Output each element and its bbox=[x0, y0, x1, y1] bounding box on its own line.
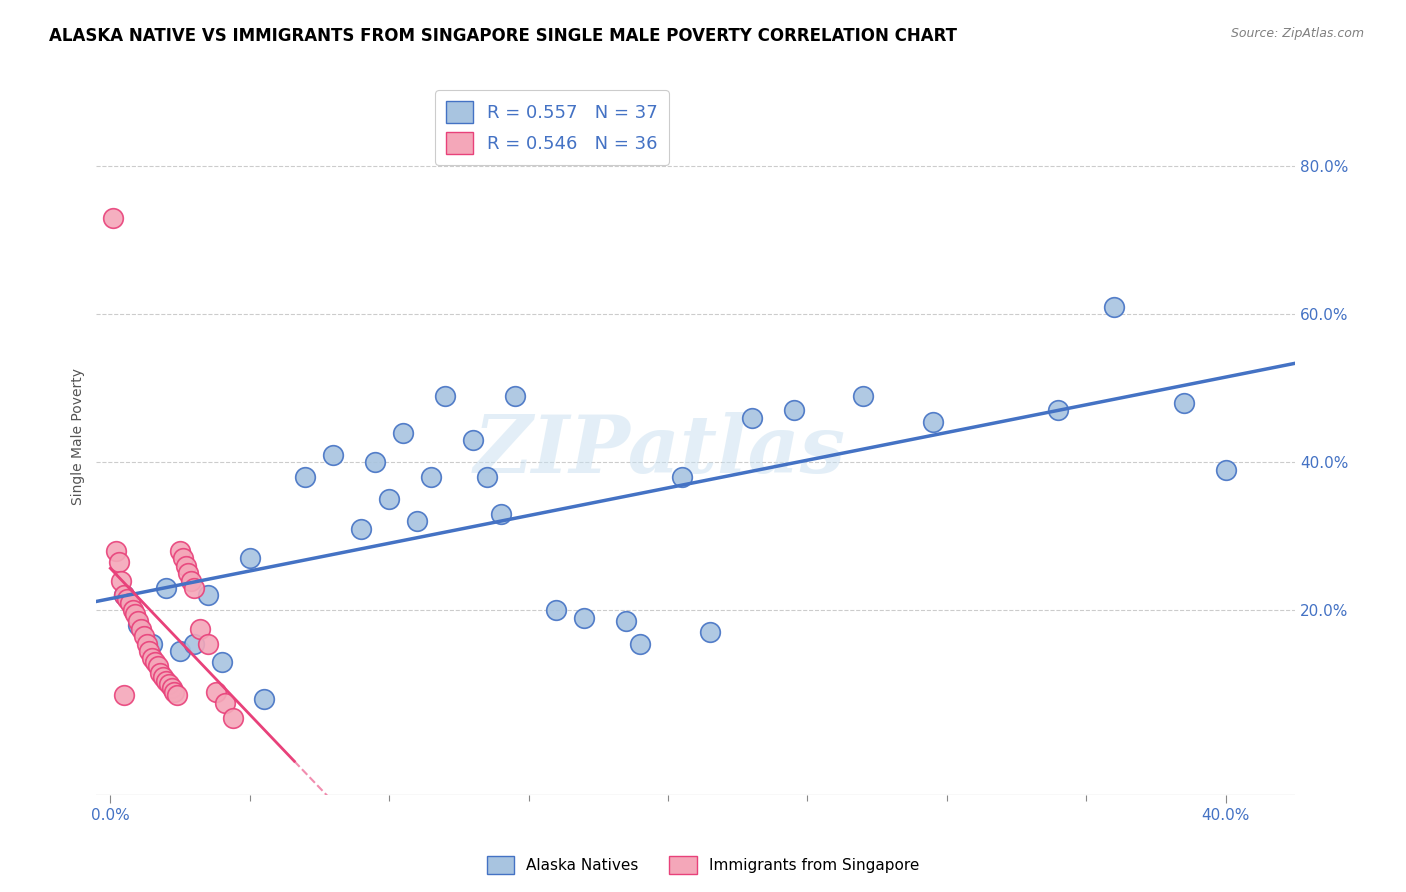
Point bbox=[671, 470, 693, 484]
Point bbox=[699, 625, 721, 640]
Point bbox=[169, 544, 191, 558]
Point bbox=[157, 677, 180, 691]
Legend: R = 0.557   N = 37, R = 0.546   N = 36: R = 0.557 N = 37, R = 0.546 N = 36 bbox=[434, 90, 669, 165]
Point bbox=[149, 666, 172, 681]
Point bbox=[112, 689, 135, 703]
Point bbox=[118, 596, 141, 610]
Point bbox=[112, 589, 135, 603]
Point bbox=[214, 696, 236, 710]
Point bbox=[1173, 396, 1195, 410]
Point bbox=[782, 403, 804, 417]
Point bbox=[741, 410, 763, 425]
Point bbox=[112, 589, 135, 603]
Legend: Alaska Natives, Immigrants from Singapore: Alaska Natives, Immigrants from Singapor… bbox=[481, 850, 925, 880]
Point bbox=[101, 211, 124, 225]
Point bbox=[166, 689, 188, 703]
Point bbox=[628, 636, 651, 650]
Point bbox=[922, 415, 945, 429]
Point bbox=[104, 544, 127, 558]
Point bbox=[239, 551, 262, 566]
Point bbox=[146, 658, 169, 673]
Point bbox=[180, 574, 202, 588]
Point bbox=[406, 515, 429, 529]
Point bbox=[392, 425, 415, 440]
Point bbox=[160, 681, 183, 695]
Point bbox=[503, 389, 526, 403]
Point bbox=[475, 470, 498, 484]
Point bbox=[574, 610, 596, 624]
Point bbox=[197, 589, 219, 603]
Point bbox=[378, 492, 401, 507]
Point bbox=[253, 692, 276, 706]
Point bbox=[124, 607, 146, 621]
Point bbox=[138, 644, 160, 658]
Point bbox=[155, 673, 177, 688]
Point bbox=[852, 389, 875, 403]
Point bbox=[115, 592, 138, 607]
Point bbox=[614, 615, 637, 629]
Point bbox=[183, 581, 205, 595]
Point bbox=[110, 574, 132, 588]
Point bbox=[222, 710, 245, 724]
Point bbox=[420, 470, 443, 484]
Point bbox=[546, 603, 568, 617]
Y-axis label: Single Male Poverty: Single Male Poverty bbox=[72, 368, 86, 505]
Point bbox=[155, 581, 177, 595]
Point bbox=[322, 448, 344, 462]
Point bbox=[489, 507, 512, 521]
Point bbox=[172, 551, 194, 566]
Text: ALASKA NATIVE VS IMMIGRANTS FROM SINGAPORE SINGLE MALE POVERTY CORRELATION CHART: ALASKA NATIVE VS IMMIGRANTS FROM SINGAPO… bbox=[49, 27, 957, 45]
Point bbox=[107, 555, 129, 569]
Point bbox=[183, 636, 205, 650]
Point bbox=[174, 558, 197, 573]
Point bbox=[129, 622, 152, 636]
Text: ZIPatlas: ZIPatlas bbox=[474, 412, 846, 490]
Point bbox=[188, 622, 211, 636]
Point bbox=[1102, 300, 1125, 314]
Point bbox=[461, 433, 484, 447]
Point bbox=[211, 655, 233, 669]
Point bbox=[135, 636, 157, 650]
Point bbox=[132, 629, 155, 643]
Point bbox=[121, 603, 143, 617]
Point bbox=[127, 618, 149, 632]
Point bbox=[294, 470, 316, 484]
Point bbox=[127, 615, 149, 629]
Point bbox=[141, 636, 163, 650]
Point bbox=[143, 655, 166, 669]
Point bbox=[141, 651, 163, 665]
Point bbox=[205, 684, 228, 698]
Point bbox=[197, 636, 219, 650]
Point bbox=[163, 684, 186, 698]
Point bbox=[433, 389, 456, 403]
Point bbox=[1047, 403, 1070, 417]
Point bbox=[350, 522, 373, 536]
Point bbox=[169, 644, 191, 658]
Text: Source: ZipAtlas.com: Source: ZipAtlas.com bbox=[1230, 27, 1364, 40]
Point bbox=[1215, 463, 1237, 477]
Point bbox=[177, 566, 200, 581]
Point bbox=[152, 670, 174, 684]
Point bbox=[364, 455, 387, 469]
